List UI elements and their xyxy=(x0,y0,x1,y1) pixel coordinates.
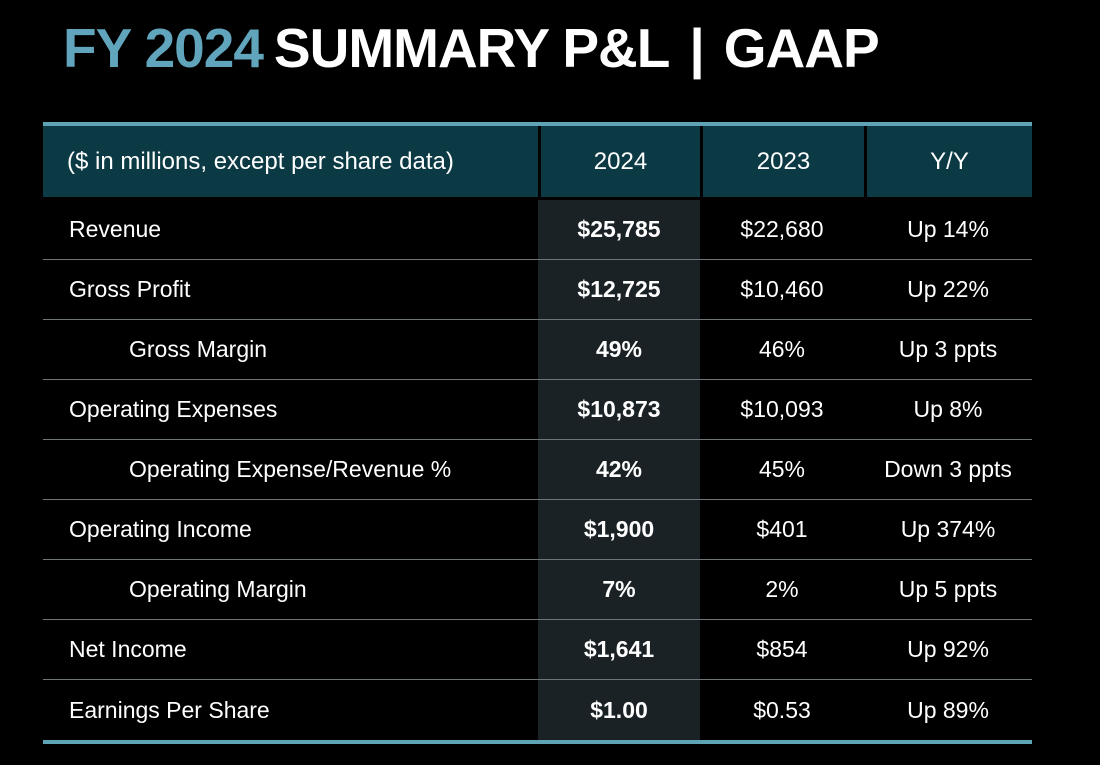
row-value-yy: Up 3 ppts xyxy=(898,336,998,362)
row-value-yy: Up 22% xyxy=(907,276,989,302)
table-row: Operating Margin 7% 2% Up 5 ppts xyxy=(43,560,1032,620)
table-row: Operating Expenses $10,873 $10,093 Up 8% xyxy=(43,380,1032,440)
row-value-2024: $1,641 xyxy=(538,620,700,679)
row-label: Operating Expense/Revenue % xyxy=(129,456,452,482)
header-caption: ($ in millions, except per share data) xyxy=(67,147,454,175)
header-col-2023: 2023 xyxy=(700,126,864,197)
row-value-2023: 46% xyxy=(758,336,806,362)
row-label: Earnings Per Share xyxy=(69,696,270,723)
row-value-2024: 42% xyxy=(538,440,700,499)
row-value-yy: Up 14% xyxy=(907,216,989,242)
row-value-yy: Up 92% xyxy=(907,636,989,662)
table-row: Operating Income $1,900 $401 Up 374% xyxy=(43,500,1032,560)
row-value-2024: 49% xyxy=(538,320,700,379)
row-value-yy: Up 5 ppts xyxy=(898,576,998,602)
row-value-2023: 2% xyxy=(765,576,799,602)
table-row: Gross Profit $12,725 $10,460 Up 22% xyxy=(43,260,1032,320)
row-label: Revenue xyxy=(69,216,162,242)
title-suffix: GAAP xyxy=(723,17,880,79)
table-row: Earnings Per Share $1.00 $0.53 Up 89% xyxy=(43,680,1032,740)
row-value-yy: Up 374% xyxy=(900,516,996,542)
row-label: Operating Income xyxy=(69,516,252,542)
row-label: Net Income xyxy=(69,636,187,662)
row-value-yy: Up 89% xyxy=(907,696,989,723)
table-row: Gross Margin 49% 46% Up 3 ppts xyxy=(43,320,1032,380)
row-value-2023: $0.53 xyxy=(753,696,811,723)
row-label: Gross Profit xyxy=(69,276,191,302)
row-value-2024: $12,725 xyxy=(538,260,700,319)
header-col-yy: Y/Y xyxy=(864,126,1032,197)
page-title: FY 2024 SUMMARY P&L | GAAP xyxy=(63,16,880,80)
row-label: Operating Expenses xyxy=(69,396,278,422)
row-value-2023: $401 xyxy=(756,516,808,542)
table-body: Revenue $25,785 $22,680 Up 14% Gross Pro… xyxy=(43,200,1032,744)
row-value-yy: Down 3 ppts xyxy=(884,456,1012,482)
title-fiscal-year: FY 2024 xyxy=(63,17,264,79)
table-row: Net Income $1,641 $854 Up 92% xyxy=(43,620,1032,680)
row-value-2023: $10,460 xyxy=(740,276,824,302)
table-row: Revenue $25,785 $22,680 Up 14% xyxy=(43,200,1032,260)
row-value-2023: $10,093 xyxy=(740,396,824,422)
row-value-yy: Up 8% xyxy=(913,396,983,422)
row-value-2023: 45% xyxy=(758,456,806,482)
row-label: Operating Margin xyxy=(129,576,307,602)
row-value-2024: $1.00 xyxy=(538,680,700,740)
pnl-table: ($ in millions, except per share data) 2… xyxy=(43,122,1032,744)
table-header-row: ($ in millions, except per share data) 2… xyxy=(43,122,1032,197)
header-col-2024: 2024 xyxy=(538,126,700,197)
table-row: Operating Expense/Revenue % 42% 45% Down… xyxy=(43,440,1032,500)
row-value-2024: $1,900 xyxy=(538,500,700,559)
title-main: SUMMARY P&L xyxy=(273,17,670,79)
title-separator: | xyxy=(689,17,704,79)
row-value-2023: $854 xyxy=(756,636,808,662)
row-value-2024: 7% xyxy=(538,560,700,619)
row-value-2023: $22,680 xyxy=(740,216,824,242)
row-value-2024: $10,873 xyxy=(538,380,700,439)
row-value-2024: $25,785 xyxy=(538,200,700,259)
row-label: Gross Margin xyxy=(129,336,268,362)
